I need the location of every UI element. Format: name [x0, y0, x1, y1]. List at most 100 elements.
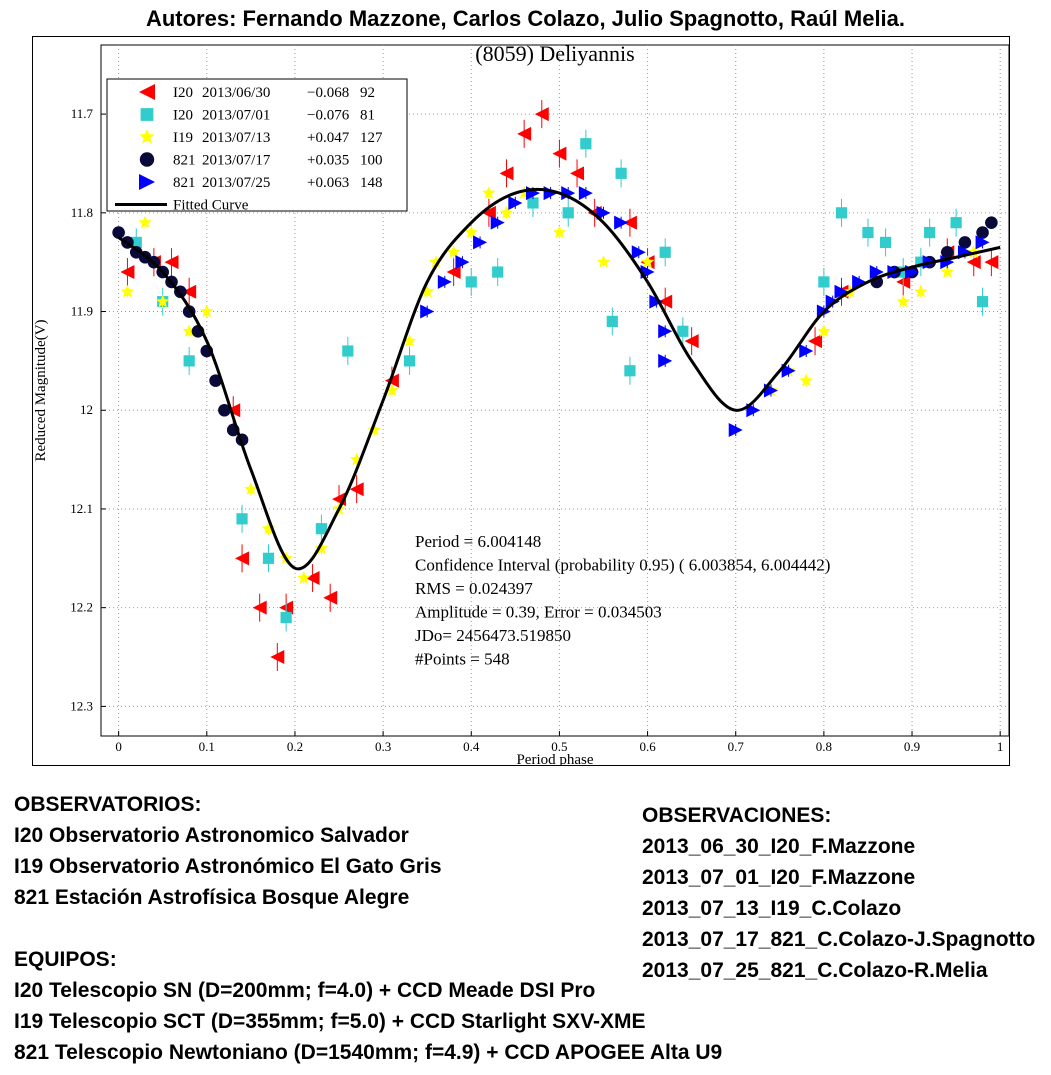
chart-title: (8059) Deliyannis: [475, 41, 634, 66]
data-point-square: [950, 217, 962, 229]
data-point-square: [835, 207, 848, 219]
data-point-triangle-left: [270, 650, 285, 665]
data-point-circle: [976, 226, 989, 239]
data-point-triangle-left: [252, 600, 267, 615]
y-tick-label: 12: [80, 402, 93, 417]
data-point-square: [183, 355, 195, 367]
data-point-star: [314, 541, 328, 555]
legend-site: 821: [173, 175, 196, 191]
data-point-triangle-left: [226, 403, 241, 418]
legend-marker-triangle-left: [139, 84, 155, 100]
y-tick-label: 12.2: [70, 600, 93, 615]
data-point-square: [915, 256, 927, 268]
x-tick-label: 0.2: [287, 739, 303, 754]
data-point-square: [280, 611, 292, 624]
data-point-triangle-right: [869, 265, 884, 280]
observacion-item: 2013_07_25_821_C.Colazo-R.Melia: [642, 959, 988, 982]
data-point-star: [156, 294, 170, 308]
x-axis-label: Period phase: [516, 752, 593, 765]
legend-date: 2013/07/13: [202, 130, 270, 146]
data-point-square: [862, 226, 874, 239]
data-point-triangle-left: [235, 551, 250, 566]
data-point-triangle-left: [808, 334, 823, 349]
data-point-square: [580, 138, 592, 150]
equipos-heading: EQUIPOS:: [14, 948, 117, 971]
legend-marker-square: [140, 108, 154, 121]
data-point-star: [817, 324, 831, 337]
data-point-circle: [218, 403, 231, 417]
data-point-star: [200, 304, 214, 318]
data-point-square: [465, 276, 477, 288]
data-point-triangle-left: [481, 205, 496, 220]
x-tick-label: 1: [997, 739, 1004, 754]
data-point-star: [596, 255, 611, 268]
data-point-star: [367, 423, 381, 436]
data-point-triangle-right: [455, 255, 470, 270]
data-point-triangle-right: [799, 344, 814, 359]
data-point-square: [342, 345, 354, 357]
data-point-triangle-right: [781, 363, 796, 378]
legend-site: I20: [173, 85, 193, 101]
x-tick-label: 0: [115, 739, 122, 754]
data-point-triangle-left: [323, 590, 338, 605]
observacion-item: 2013_07_01_I20_F.Mazzone: [642, 866, 916, 889]
legend-marker-star: [139, 129, 155, 144]
authors-title: Autores: Fernando Mazzone, Carlos Colazo…: [145, 6, 906, 31]
data-point-star: [402, 334, 417, 347]
data-point-triangle-right: [490, 215, 505, 230]
data-point-triangle-left: [164, 255, 179, 270]
data-point-star: [244, 482, 258, 495]
data-point-star: [429, 255, 443, 268]
data-point-triangle-left: [658, 294, 673, 309]
data-point-star: [499, 205, 514, 219]
data-point-square: [818, 276, 830, 288]
data-point-star: [385, 383, 399, 397]
data-point-triangle-left: [499, 166, 514, 181]
x-tick-label: 0.9: [904, 739, 920, 754]
data-point-triangle-right: [852, 274, 867, 289]
legend-curve-label: Fitted Curve: [173, 198, 249, 214]
legend-marker-triangle-right: [139, 174, 155, 190]
stats-annotation: RMS = 0.024397: [415, 579, 533, 598]
data-point-triangle-right: [631, 245, 646, 260]
data-point-star: [447, 245, 461, 258]
observaciones-heading: OBSERVACIONES:: [642, 804, 832, 827]
observacion-item: 2013_07_17_821_C.Colazo-J.Spagnotto: [642, 928, 1036, 951]
y-tick-label: 11.8: [71, 205, 93, 220]
data-point-square: [315, 523, 327, 535]
legend-site: 821: [173, 153, 196, 169]
x-tick-label: 0.5: [551, 739, 567, 754]
equipo-item: I20 Telescopio SN (D=200mm; f=4.0) + CCD…: [14, 979, 596, 1002]
data-point-square: [624, 365, 636, 377]
y-tick-label: 12.3: [70, 698, 93, 713]
x-tick-label: 0.3: [375, 739, 391, 754]
legend-points: 127: [360, 130, 383, 146]
data-point-square: [606, 315, 618, 327]
data-point-star: [120, 284, 135, 298]
data-point-square: [879, 236, 892, 249]
y-tick-label: 12.1: [70, 501, 93, 516]
data-point-triangle-right: [728, 422, 743, 437]
legend-offset: +0.035: [307, 153, 349, 169]
data-point-triangle-right: [658, 353, 673, 368]
data-point-triangle-left: [305, 571, 320, 586]
data-point-triangle-left: [966, 255, 981, 270]
legend-box: [106, 78, 408, 212]
y-tick-label: 11.7: [71, 106, 94, 121]
legend-points: 148: [360, 175, 383, 191]
plot-canvas: 0 0.1 0.2 0.3 0.4 0.5 0.6 0.7 0.8 0.9 1 11.7 11.8 11.…: [33, 41, 1009, 765]
data-point-star: [914, 284, 928, 298]
data-point-triangle-left: [182, 284, 197, 299]
data-point-star: [552, 225, 567, 239]
data-point-star: [464, 225, 478, 239]
legend-date: 2013/06/30: [202, 85, 270, 101]
data-point-triangle-left: [349, 482, 364, 497]
stats-annotation: #Points = 548: [415, 650, 510, 669]
legend-points: 100: [360, 153, 383, 169]
data-point-square: [677, 325, 689, 337]
y-axis-label: Reduced Magnitude(V): [33, 319, 49, 461]
x-tick-label: 0.4: [463, 739, 480, 754]
data-point-square: [492, 266, 504, 278]
data-point-triangle-left: [684, 334, 699, 349]
data-point-star: [896, 294, 910, 308]
